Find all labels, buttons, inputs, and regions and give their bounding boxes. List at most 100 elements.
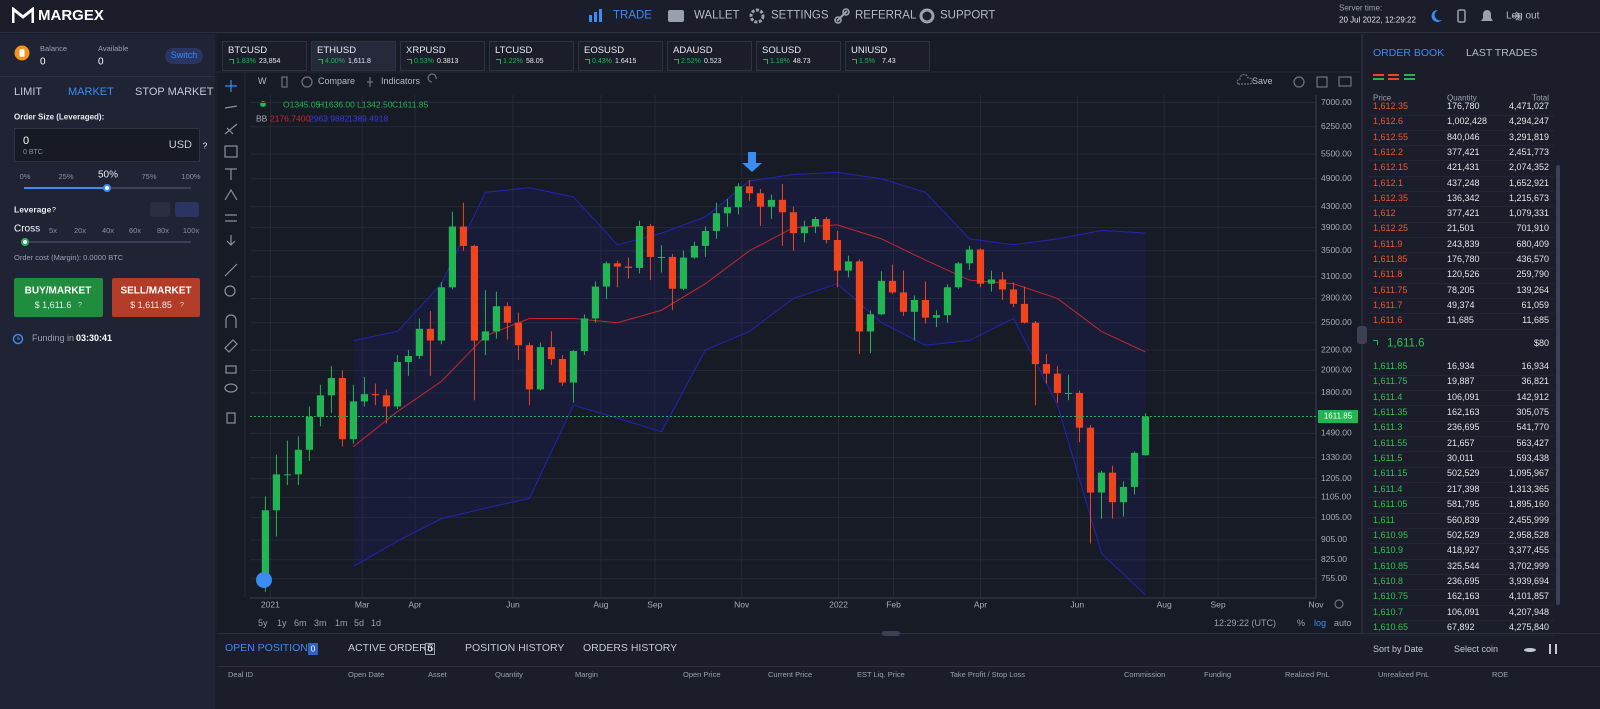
book-view-toggle[interactable] — [1373, 78, 1384, 80]
buy-price[interactable]: $ 1,611.6 — [34, 300, 72, 311]
sell-label[interactable]: SELL/MARKET — [120, 285, 192, 297]
panel-handle[interactable] — [1357, 326, 1367, 344]
ticker-tab[interactable] — [489, 41, 574, 71]
book-price[interactable]: 1,612.55 — [1373, 131, 1409, 142]
book-price[interactable]: 1,610.8 — [1373, 575, 1404, 586]
cloud-button[interactable] — [256, 572, 272, 588]
nav-item[interactable]: SUPPORT — [940, 9, 996, 22]
nav-item[interactable]: REFERRAL — [855, 9, 917, 22]
book-price[interactable]: 1,612.2 — [1373, 146, 1404, 157]
leverage-step[interactable]: 80x — [156, 225, 170, 235]
positions-tab[interactable]: POSITION HISTORY — [465, 642, 565, 655]
percent-toggle[interactable]: % — [1297, 618, 1306, 629]
book-price[interactable]: 1,611.35 — [1373, 407, 1408, 418]
leverage-step[interactable]: 5x — [49, 225, 57, 235]
book-view-toggle[interactable] — [1388, 78, 1399, 80]
book-price[interactable]: 1,610.65 — [1373, 621, 1409, 632]
order-type-tab[interactable]: STOP MARKET — [135, 85, 214, 98]
book-price[interactable]: 1,612 — [1373, 208, 1396, 219]
range-button[interactable]: 1m — [335, 618, 348, 629]
book-price[interactable]: 1,612.15 — [1373, 162, 1409, 173]
sell-button[interactable] — [112, 278, 200, 317]
size-step[interactable]: 75% — [141, 171, 157, 181]
order-size-input[interactable] — [14, 128, 200, 162]
leverage-step[interactable]: 20x — [73, 225, 87, 235]
leverage-auto[interactable] — [175, 202, 199, 217]
leverage-step[interactable]: 40x — [101, 225, 115, 235]
book-price[interactable]: 1,612.6 — [1373, 116, 1404, 127]
drawing-tools[interactable] — [224, 80, 238, 424]
nav-item[interactable]: WALLET — [694, 9, 740, 22]
ticker-tab[interactable] — [667, 41, 752, 71]
help[interactable]: ? — [180, 302, 184, 310]
positions-tab[interactable]: ORDERS HISTORY — [583, 642, 678, 655]
nav-item[interactable]: SETTINGS — [771, 9, 829, 22]
order-book-tab[interactable]: ORDER BOOK — [1373, 47, 1445, 60]
coin-select[interactable]: Select coin — [1454, 644, 1499, 655]
book-price[interactable]: 1,611.3 — [1373, 422, 1403, 433]
ticker-tab[interactable] — [311, 41, 396, 71]
book-price[interactable]: 1,610.7 — [1373, 606, 1404, 617]
order-type-tab[interactable]: MARKET — [68, 85, 114, 98]
last-trades-tab[interactable]: LAST TRADES — [1466, 47, 1538, 60]
ticker-tab[interactable] — [400, 41, 485, 71]
buy-button[interactable] — [14, 278, 103, 317]
ticker-tab[interactable] — [222, 41, 307, 71]
ticker-tab[interactable] — [756, 41, 841, 71]
size-step[interactable]: 100% — [181, 171, 201, 181]
book-price[interactable]: 1,610.9 — [1373, 545, 1404, 556]
book-price[interactable]: 1,611.9 — [1373, 238, 1403, 249]
size-step[interactable]: 25% — [58, 171, 74, 181]
help[interactable]: ? — [202, 141, 208, 151]
leverage-slider[interactable] — [24, 241, 191, 243]
sell-price[interactable]: $ 1,611.85 — [130, 300, 172, 311]
interval[interactable]: W — [258, 76, 267, 87]
book-price[interactable]: 1,612.25 — [1373, 223, 1409, 234]
view-toggle[interactable] — [1524, 648, 1536, 652]
positions-tab[interactable]: OPEN POSITIONS — [225, 642, 315, 655]
compare[interactable]: Compare — [318, 76, 356, 87]
leverage-step[interactable]: 100x — [182, 225, 200, 235]
book-price[interactable]: 1,612.35 — [1373, 101, 1409, 112]
book-price[interactable]: 1,611.75 — [1373, 284, 1408, 295]
book-price[interactable]: 1,611.15 — [1373, 468, 1408, 479]
book-price[interactable]: 1,612.35 — [1373, 192, 1409, 203]
book-view-toggle[interactable] — [1404, 74, 1415, 76]
ticker-tab[interactable] — [578, 41, 663, 71]
book-price[interactable]: 1,611.4 — [1373, 483, 1403, 494]
range-button[interactable]: 3m — [314, 618, 327, 629]
book-price[interactable]: 1,611.75 — [1373, 376, 1408, 387]
book-price[interactable]: 1,611.85 — [1373, 361, 1408, 372]
book-view-toggle[interactable] — [1373, 74, 1384, 76]
logout[interactable]: Log out — [1506, 10, 1540, 22]
leverage-edit[interactable] — [150, 202, 170, 217]
ticker-tab[interactable] — [845, 41, 930, 71]
panel-handle[interactable] — [882, 631, 900, 636]
range-button[interactable]: 1y — [277, 618, 287, 629]
book-price[interactable]: 1,611.55 — [1373, 437, 1408, 448]
book-price[interactable]: 1,610.75 — [1373, 591, 1409, 602]
book-price[interactable]: 1,611.4 — [1373, 391, 1403, 402]
book-price[interactable]: 1,612.1 — [1373, 177, 1404, 188]
scrollbar[interactable] — [1556, 165, 1560, 605]
book-price[interactable]: 1,610.85 — [1373, 560, 1409, 571]
book-price[interactable]: 1,611.8 — [1373, 269, 1403, 280]
size-step[interactable]: 0% — [19, 171, 31, 181]
range-button[interactable]: 5y — [258, 618, 268, 629]
book-view-toggle[interactable] — [1388, 74, 1399, 76]
book-price[interactable]: 1,611.85 — [1373, 254, 1408, 265]
book-price[interactable]: 1,611.5 — [1373, 453, 1403, 464]
switch-button[interactable] — [165, 48, 203, 64]
indicators[interactable]: Indicators — [381, 76, 421, 87]
size-slider-knob[interactable] — [103, 184, 111, 192]
buy-label[interactable]: BUY/MARKET — [24, 285, 92, 297]
leverage-mode[interactable]: Cross — [14, 223, 41, 235]
book-price[interactable]: 1,611.05 — [1373, 499, 1408, 510]
range-button[interactable]: 1d — [371, 618, 382, 629]
range-button[interactable]: 5d — [354, 618, 365, 629]
book-price[interactable]: 1,610.95 — [1373, 529, 1409, 540]
sort-select[interactable]: Sort by Date — [1373, 644, 1424, 655]
book-price[interactable]: 1,611.7 — [1373, 299, 1403, 310]
range-button[interactable]: 6m — [294, 618, 307, 629]
save[interactable]: Save — [1252, 76, 1273, 87]
